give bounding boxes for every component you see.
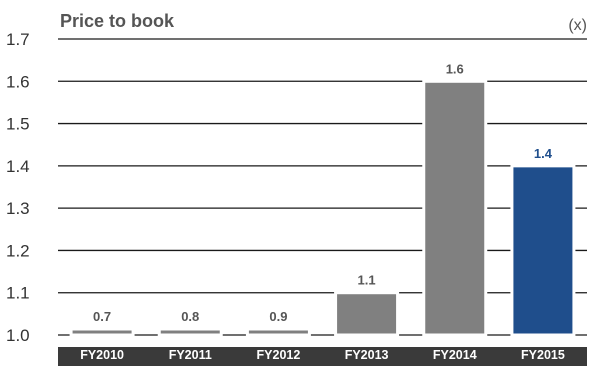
bar: [69, 327, 135, 337]
data-labels: 0.7 0.8 0.9 1.1 1.6 1.4: [93, 61, 553, 324]
x-tick-label: FY2013: [345, 348, 389, 362]
x-axis-ticks: FY2010 FY2011 FY2012 FY2013 FY2014 FY2015: [80, 348, 565, 362]
bar: [422, 79, 488, 337]
y-tick-label: 1.6: [6, 72, 30, 91]
y-tick-label: 1.7: [6, 30, 30, 49]
gridlines: [58, 38, 587, 336]
bars: [69, 79, 576, 337]
bar: [510, 164, 576, 337]
data-label: 0.7: [93, 309, 111, 324]
x-tick-label: FY2012: [257, 348, 301, 362]
x-tick-label: FY2010: [80, 348, 124, 362]
bar: [157, 327, 223, 337]
y-tick-label: 1.2: [6, 241, 30, 260]
y-tick-label: 1.4: [6, 157, 30, 176]
data-label: 1.1: [358, 273, 376, 288]
data-label: 1.4: [534, 146, 553, 161]
x-axis-band: [58, 347, 587, 366]
data-label: 0.8: [181, 309, 199, 324]
x-tick-label: FY2011: [169, 348, 212, 362]
x-tick-label: FY2014: [433, 348, 477, 362]
y-tick-label: 1.1: [6, 284, 30, 303]
y-tick-label: 1.3: [6, 199, 30, 218]
data-label: 0.9: [269, 309, 287, 324]
bar: [245, 327, 311, 337]
y-tick-label: 1.5: [6, 115, 30, 134]
data-label: 1.6: [446, 61, 464, 76]
x-tick-label: FY2015: [521, 348, 565, 362]
unit-label: (x): [568, 17, 587, 34]
y-axis-ticks: 1.7 1.6 1.5 1.4 1.3 1.2 1.1 1.0: [6, 30, 30, 345]
y-tick-label: 1.0: [6, 326, 30, 345]
chart-title: Price to book: [60, 11, 175, 31]
bar: [334, 291, 400, 337]
